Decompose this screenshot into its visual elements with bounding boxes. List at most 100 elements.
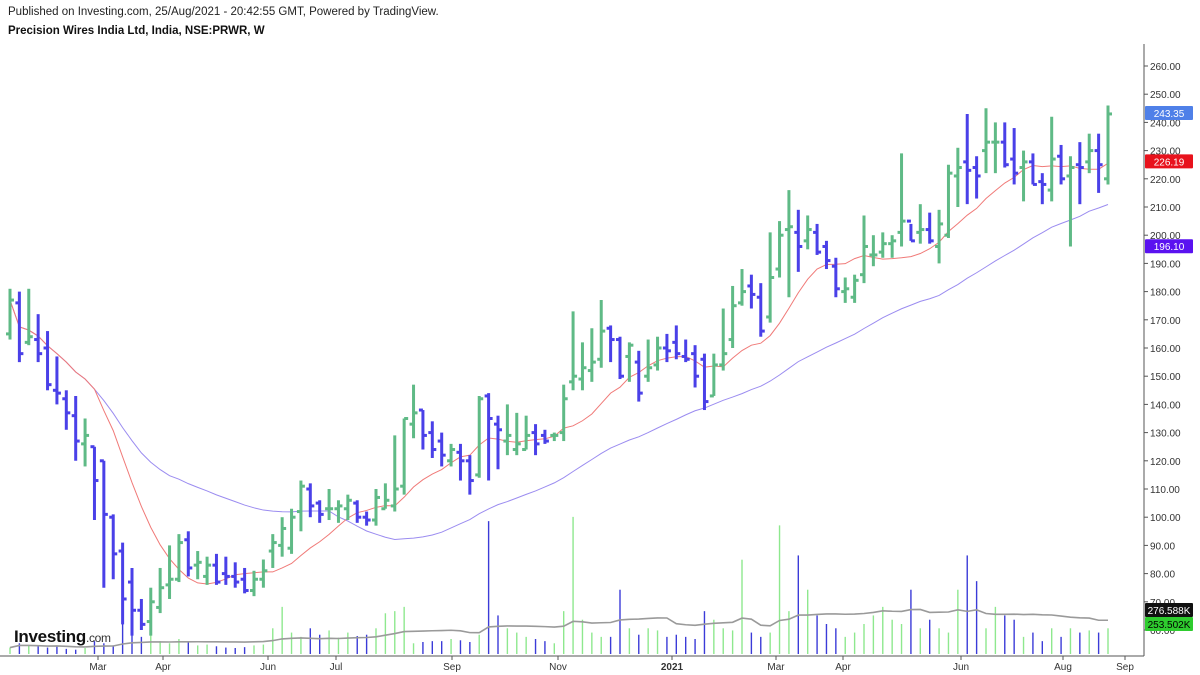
ohlc-bar: [296, 480, 305, 532]
ohlc-bar: [991, 122, 1000, 174]
time-tick-label: Apr: [835, 662, 851, 673]
ma-long-badge-bg: [1145, 239, 1193, 254]
price-tick-label: 250.00: [1150, 90, 1181, 101]
ohlc-bar: [794, 209, 803, 272]
ohlc-bar: [775, 221, 784, 278]
ohlc-bar: [362, 511, 371, 526]
ohlc-bar: [1028, 153, 1037, 186]
price-tick-label: 150.00: [1150, 372, 1181, 383]
ohlc-bar: [203, 556, 212, 585]
ohlc-bar: [1019, 150, 1028, 202]
ohlc-bar: [1066, 156, 1075, 247]
ohlc-bar: [587, 328, 596, 382]
price-tick-label: 100.00: [1150, 513, 1181, 524]
ohlc-bar: [90, 445, 99, 521]
ohlc-bar: [372, 489, 380, 526]
ohlc-bar: [1010, 128, 1019, 185]
ohlc-bar: [916, 204, 925, 244]
ohlc-bar: [128, 567, 136, 636]
ohlc-bar: [935, 209, 944, 264]
volume-ma-badge-bg: [1145, 617, 1193, 631]
price-tick-label: 240.00: [1150, 118, 1181, 129]
ohlc-bar: [700, 353, 709, 411]
ohlc-bar: [43, 331, 52, 391]
ohlc-bar: [390, 435, 399, 512]
publish-info: Published on Investing.com, 25/Aug/2021 …: [8, 6, 439, 18]
price-tick-label: 170.00: [1150, 316, 1181, 327]
ohlc-bar: [268, 534, 277, 568]
ohlc-bar: [982, 108, 990, 174]
ohlc-bar: [334, 500, 343, 523]
price-tick-label: 210.00: [1150, 203, 1181, 214]
ohlc-bar: [1000, 122, 1009, 168]
ohlc-bar: [709, 353, 718, 398]
volume-ma-badge: 253.502K: [1148, 620, 1191, 631]
ma-short-line: [9, 162, 1109, 585]
ohlc-bar: [278, 517, 287, 557]
ohlc-bar: [925, 212, 934, 244]
time-tick-label: Mar: [767, 662, 785, 673]
price-tick-label: 180.00: [1150, 288, 1181, 299]
ohlc-bar: [174, 534, 183, 583]
ohlc-bar: [494, 415, 502, 470]
ohlc-bar: [99, 459, 108, 588]
price-tick-label: 200.00: [1150, 231, 1181, 242]
ohlc-bar: [62, 390, 71, 430]
ma-short-badge-bg: [1145, 154, 1193, 169]
price-tick-label: 130.00: [1150, 429, 1181, 440]
price-tick-label: 80.00: [1150, 570, 1175, 581]
ohlc-bar: [400, 417, 409, 495]
ohlc-bar: [118, 542, 127, 625]
ohlc-bar: [212, 553, 221, 585]
ohlc-bar: [306, 483, 315, 518]
volume-badge-bg: [1145, 603, 1193, 617]
ohlc-bar: [409, 384, 418, 439]
ohlc-bar: [841, 277, 850, 303]
ohlc-bar: [353, 500, 362, 523]
ohlc-bar: [972, 156, 981, 199]
ohlc-bar: [1047, 116, 1056, 202]
ohlc-bar: [569, 311, 578, 391]
ohlc-bar: [52, 356, 61, 405]
investing-logo[interactable]: Investing.com: [14, 627, 111, 646]
ohlc-bar: [803, 215, 812, 250]
ohlc-bar: [756, 283, 765, 337]
ohlc-bar: [193, 551, 202, 580]
ohlc-bar: [784, 190, 793, 298]
time-tick-label: Jun: [953, 662, 969, 673]
ohlc-bar: [578, 342, 587, 391]
ohlc-bar: [15, 291, 24, 363]
price-tick-label: 110.00: [1150, 485, 1180, 496]
ohlc-bar: [137, 598, 146, 630]
ohlc-bar: [1085, 133, 1094, 174]
price-tick-label: 140.00: [1150, 400, 1181, 411]
ohlc-bar: [250, 570, 258, 597]
time-tick-label: Mar: [89, 662, 107, 673]
ohlc-bar: [550, 432, 559, 442]
ohlc-bar: [662, 333, 671, 363]
price-tick-label: 260.00: [1150, 62, 1181, 73]
chart-title: Precision Wires India Ltd, India, NSE:PR…: [8, 25, 265, 37]
ohlc-bar: [897, 153, 906, 247]
ohlc-bar: [888, 235, 897, 258]
ohlc-bar: [259, 559, 268, 588]
ohlc-bar: [109, 514, 118, 580]
ohlc-bar: [437, 432, 446, 467]
ohlc-bar: [813, 223, 822, 255]
ohlc-bar: [1104, 105, 1112, 185]
ohlc-bar: [81, 418, 90, 467]
ohlc-bar: [869, 235, 878, 267]
ohlc-bar: [71, 395, 80, 461]
time-tick-label: Apr: [155, 662, 171, 673]
ohlc-bar: [484, 393, 493, 481]
ohlc-bar: [465, 455, 474, 495]
ohlc-bar: [616, 336, 624, 380]
ohlc-bar: [963, 113, 972, 205]
ohlc-bar: [24, 288, 33, 346]
ohlc-bar: [325, 489, 334, 521]
ohlc-bar: [315, 500, 324, 523]
ohlc-bar: [231, 562, 240, 588]
ohlc-bar: [766, 232, 775, 323]
ohlc-bar: [1075, 142, 1084, 205]
